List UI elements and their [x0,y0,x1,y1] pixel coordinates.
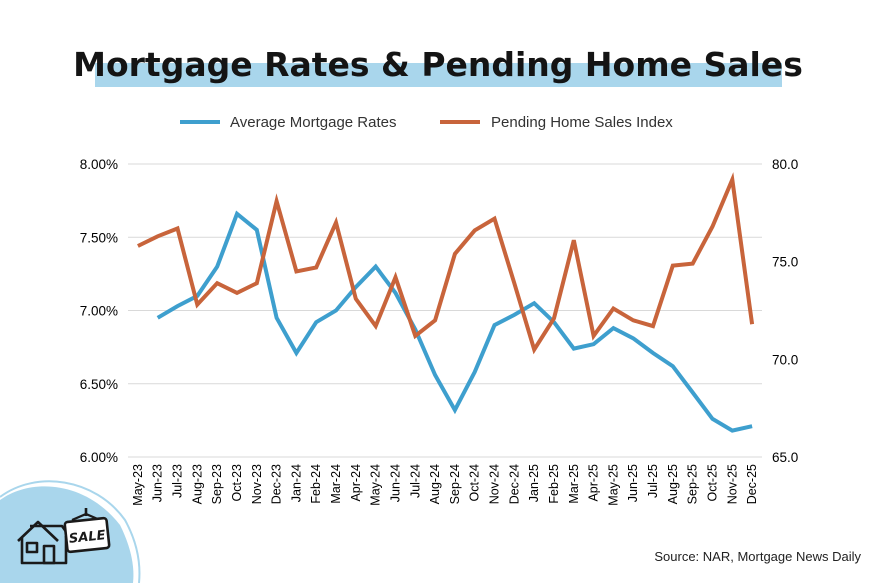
x-axis-tick-label: Nov-24 [488,464,502,504]
gridlines [128,163,762,458]
left-axis-tick-label: 7.00% [80,304,118,319]
series-line-pending-home-sales-index [137,172,755,355]
series-layer [137,172,755,433]
left-axis-tick-label: 6.00% [80,450,118,465]
legend: Average Mortgage Rates Pending Home Sale… [180,114,673,131]
x-axis-tick-label: Aug-25 [666,464,680,504]
legend-label-mortgage-rates: Average Mortgage Rates [230,114,397,131]
right-axis-tick-label: 75.0 [772,255,798,270]
x-axis-tick-label: Oct-24 [468,464,482,502]
x-axis-tick-label: Apr-25 [587,464,601,502]
x-axis-tick-label: Jul-24 [408,464,422,498]
x-axis-tick-label: Mar-25 [567,464,581,504]
x-axis-tick-label: Dec-23 [270,464,284,504]
x-axis-tick-label: Aug-24 [428,464,442,504]
sale-sign-icon: SALE [63,508,111,554]
x-axis-tick-label: Sep-24 [448,464,462,504]
x-axis-tick-label: Jun-23 [151,464,165,502]
right-axis-tick-label: 65.0 [772,450,798,465]
x-axis-tick-label: Jan-24 [289,464,303,502]
x-axis-tick-label: Apr-24 [349,464,363,502]
x-axis-tick-label: Nov-25 [725,464,739,504]
x-axis-tick-label: May-23 [131,464,145,506]
x-axis-tick-label: May-24 [369,464,383,506]
right-axis-tick-label: 80.0 [772,157,798,172]
x-axis-tick-label: Mar-24 [329,464,343,504]
right-axis-ticks: 65.0 70.0 75.0 80.0 [772,157,798,465]
x-axis-tick-label: Jul-25 [646,464,660,498]
x-axis-tick-label: Oct-25 [705,464,719,502]
x-axis-tick-label: Feb-25 [547,464,561,504]
x-axis-tick-label: Jun-25 [626,464,640,502]
house-icon [17,520,74,565]
left-axis-tick-label: 6.50% [80,377,118,392]
source-note: Source: NAR, Mortgage News Daily [654,549,861,564]
left-axis-tick-label: 8.00% [80,157,118,172]
x-axis-tick-label: Feb-24 [309,464,323,504]
corner-decoration-ring [0,480,141,583]
sale-sign-text: SALE [68,528,106,547]
x-axis-tick-label: Jan-25 [527,464,541,502]
x-axis-tick-label: Jun-24 [388,464,402,502]
right-axis-tick-label: 70.0 [772,352,798,367]
left-axis-tick-label: 7.50% [80,230,118,245]
x-axis-tick-label: Dec-24 [507,464,521,504]
x-axis-tick-label: Sep-23 [210,464,224,504]
legend-label-pending-home-sales: Pending Home Sales Index [491,114,673,131]
x-axis-tick-label: Jul-23 [171,464,185,498]
chart-title: Mortgage Rates & Pending Home Sales [73,45,803,84]
series-line-average-mortgage-rates [156,210,753,433]
x-axis-tick-label: Dec-25 [745,464,759,504]
title-highlight [95,63,782,87]
x-axis-tick-label: Oct-23 [230,464,244,502]
x-axis-tick-label: Aug-23 [190,464,204,504]
x-axis-ticks: May-23 Jun-23 Jul-23 Aug-23 Sep-23 Oct-23 Nov-… [131,464,759,506]
x-axis-tick-label: Sep-25 [686,464,700,504]
x-axis-tick-label: Nov-23 [250,464,264,504]
left-axis-ticks: 6.00% 6.50% 7.00% 7.50% 8.00% [80,157,118,465]
x-axis-tick-label: May-25 [606,464,620,506]
